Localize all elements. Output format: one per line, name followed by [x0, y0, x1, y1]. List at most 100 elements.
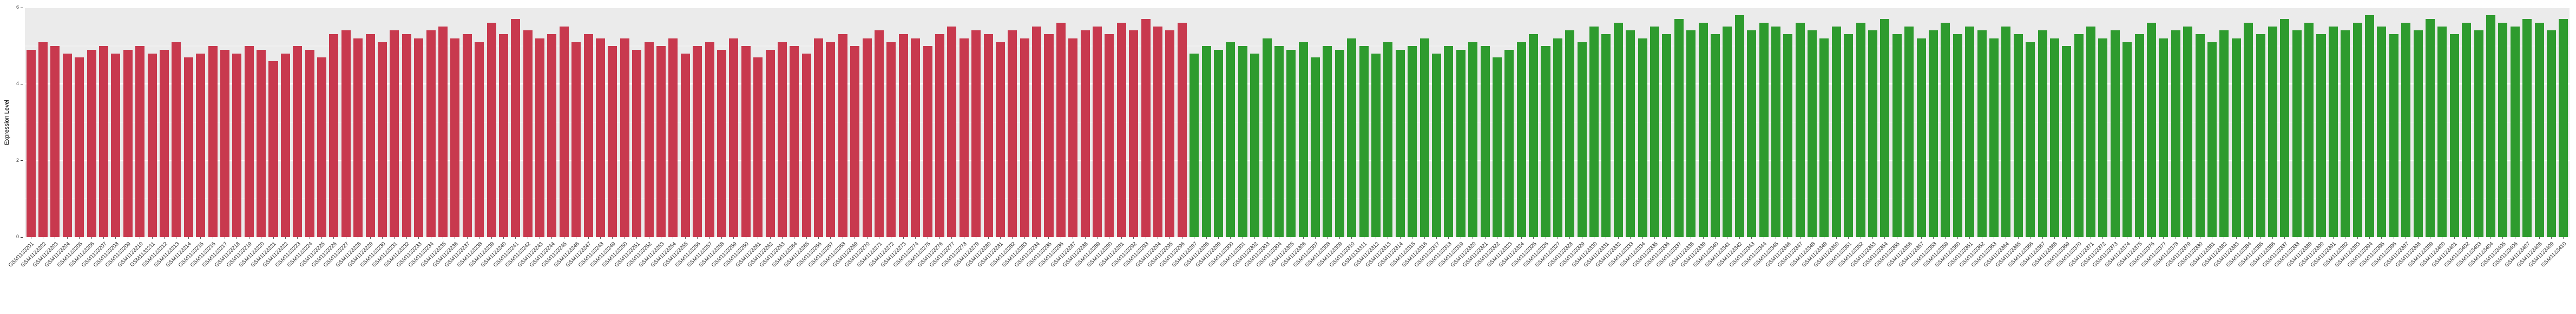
- bar-GSM1133410[interactable]: [2559, 19, 2568, 237]
- bar-GSM1133219[interactable]: [244, 45, 254, 237]
- bar-GSM1133335[interactable]: [1650, 27, 1660, 237]
- bar-GSM1133270[interactable]: [862, 38, 872, 237]
- bar-GSM1133232[interactable]: [402, 34, 411, 237]
- bar-GSM1133268[interactable]: [838, 34, 847, 237]
- bar-GSM1133263[interactable]: [777, 42, 787, 237]
- bar-GSM1133221[interactable]: [268, 61, 278, 237]
- bar-GSM1133269[interactable]: [850, 45, 860, 237]
- bar-GSM1133299[interactable]: [1213, 49, 1223, 237]
- bar-GSM1133329[interactable]: [1577, 42, 1587, 237]
- bar-GSM1133215[interactable]: [196, 53, 206, 237]
- bar-GSM1133288[interactable]: [1080, 30, 1090, 237]
- bar-GSM1133250[interactable]: [620, 38, 629, 237]
- bar-GSM1133356[interactable]: [1904, 27, 1914, 237]
- bar-GSM1133311[interactable]: [1359, 45, 1369, 237]
- bar-GSM1133271[interactable]: [875, 30, 884, 237]
- bar-GSM1133229[interactable]: [365, 34, 375, 237]
- bar-GSM1133378[interactable]: [2171, 30, 2180, 237]
- bar-GSM1133241[interactable]: [511, 19, 521, 237]
- bar-GSM1133330[interactable]: [1589, 27, 1599, 237]
- bar-GSM1133354[interactable]: [1880, 19, 1890, 237]
- bar-GSM1133394[interactable]: [2365, 15, 2375, 237]
- bar-GSM1133364[interactable]: [2001, 27, 2011, 237]
- bar-GSM1133390[interactable]: [2316, 34, 2326, 237]
- bar-GSM1133206[interactable]: [87, 49, 96, 237]
- bar-GSM1133254[interactable]: [668, 38, 678, 237]
- bar-GSM1133280[interactable]: [983, 34, 993, 237]
- bar-GSM1133292[interactable]: [1129, 30, 1139, 237]
- bar-GSM1133235[interactable]: [438, 27, 448, 237]
- bar-GSM1133345[interactable]: [1771, 27, 1780, 237]
- bar-GSM1133321[interactable]: [1480, 45, 1490, 237]
- bar-GSM1133388[interactable]: [2292, 30, 2302, 237]
- bar-GSM1133406[interactable]: [2510, 27, 2520, 237]
- bar-GSM1133274[interactable]: [911, 38, 921, 237]
- bar-GSM1133277[interactable]: [947, 27, 957, 237]
- bar-GSM1133320[interactable]: [1468, 42, 1478, 237]
- bar-GSM1133347[interactable]: [1795, 23, 1805, 237]
- bar-GSM1133357[interactable]: [1916, 38, 1926, 237]
- bar-GSM1133225[interactable]: [317, 57, 327, 237]
- bar-GSM1133240[interactable]: [498, 34, 508, 237]
- bar-GSM1133257[interactable]: [705, 42, 714, 237]
- bar-GSM1133278[interactable]: [959, 38, 969, 237]
- bar-GSM1133204[interactable]: [62, 53, 72, 237]
- bar-GSM1133325[interactable]: [1529, 34, 1539, 237]
- bar-GSM1133308[interactable]: [1323, 45, 1332, 237]
- bar-GSM1133327[interactable]: [1553, 38, 1562, 237]
- bar-GSM1133355[interactable]: [1892, 34, 1902, 237]
- bar-GSM1133220[interactable]: [257, 49, 266, 237]
- bar-GSM1133317[interactable]: [1431, 53, 1441, 237]
- bar-GSM1133361[interactable]: [1965, 27, 1975, 237]
- bar-GSM1133217[interactable]: [220, 49, 229, 237]
- bar-GSM1133286[interactable]: [1056, 23, 1066, 237]
- bar-GSM1133368[interactable]: [2049, 38, 2059, 237]
- bar-GSM1133297[interactable]: [1190, 53, 1199, 237]
- bar-GSM1133336[interactable]: [1662, 34, 1672, 237]
- bar-GSM1133218[interactable]: [232, 53, 242, 237]
- bar-GSM1133323[interactable]: [1504, 49, 1514, 237]
- bar-GSM1133369[interactable]: [2062, 45, 2072, 237]
- bar-GSM1133360[interactable]: [1953, 34, 1962, 237]
- bar-GSM1133359[interactable]: [1941, 23, 1950, 237]
- bar-GSM1133386[interactable]: [2268, 27, 2277, 237]
- bar-GSM1133385[interactable]: [2256, 34, 2265, 237]
- bar-GSM1133315[interactable]: [1408, 45, 1417, 237]
- bar-GSM1133252[interactable]: [644, 42, 654, 237]
- bar-GSM1133296[interactable]: [1177, 23, 1187, 237]
- bar-GSM1133339[interactable]: [1698, 23, 1708, 237]
- bar-GSM1133307[interactable]: [1311, 57, 1320, 237]
- bar-GSM1133258[interactable]: [717, 49, 726, 237]
- bar-GSM1133409[interactable]: [2546, 30, 2556, 237]
- bar-GSM1133340[interactable]: [1710, 34, 1720, 237]
- bar-GSM1133244[interactable]: [547, 34, 557, 237]
- bar-GSM1133285[interactable]: [1044, 34, 1054, 237]
- bar-GSM1133370[interactable]: [2074, 34, 2084, 237]
- bar-GSM1133283[interactable]: [1020, 38, 1029, 237]
- bar-GSM1133348[interactable]: [1808, 30, 1817, 237]
- bar-GSM1133251[interactable]: [632, 49, 642, 237]
- bar-GSM1133262[interactable]: [765, 49, 775, 237]
- bar-GSM1133306[interactable]: [1298, 42, 1308, 237]
- bar-GSM1133326[interactable]: [1541, 45, 1550, 237]
- bar-GSM1133267[interactable]: [826, 42, 836, 237]
- bar-GSM1133396[interactable]: [2389, 34, 2398, 237]
- bar-GSM1133332[interactable]: [1613, 23, 1623, 237]
- bar-GSM1133319[interactable]: [1456, 49, 1466, 237]
- bar-GSM1133276[interactable]: [935, 34, 944, 237]
- bar-GSM1133333[interactable]: [1626, 30, 1635, 237]
- bar-GSM1133237[interactable]: [462, 34, 472, 237]
- bar-GSM1133301[interactable]: [1238, 45, 1247, 237]
- bar-GSM1133303[interactable]: [1262, 38, 1272, 237]
- bar-GSM1133407[interactable]: [2522, 19, 2532, 237]
- bar-GSM1133211[interactable]: [147, 53, 157, 237]
- bar-GSM1133403[interactable]: [2474, 30, 2483, 237]
- bar-GSM1133366[interactable]: [2026, 42, 2035, 237]
- bar-GSM1133230[interactable]: [378, 42, 387, 237]
- bar-GSM1133341[interactable]: [1723, 27, 1732, 237]
- bar-GSM1133314[interactable]: [1395, 49, 1405, 237]
- bar-GSM1133397[interactable]: [2401, 23, 2411, 237]
- bar-GSM1133245[interactable]: [559, 27, 569, 237]
- bar-GSM1133284[interactable]: [1032, 27, 1042, 237]
- bar-GSM1133248[interactable]: [596, 38, 606, 237]
